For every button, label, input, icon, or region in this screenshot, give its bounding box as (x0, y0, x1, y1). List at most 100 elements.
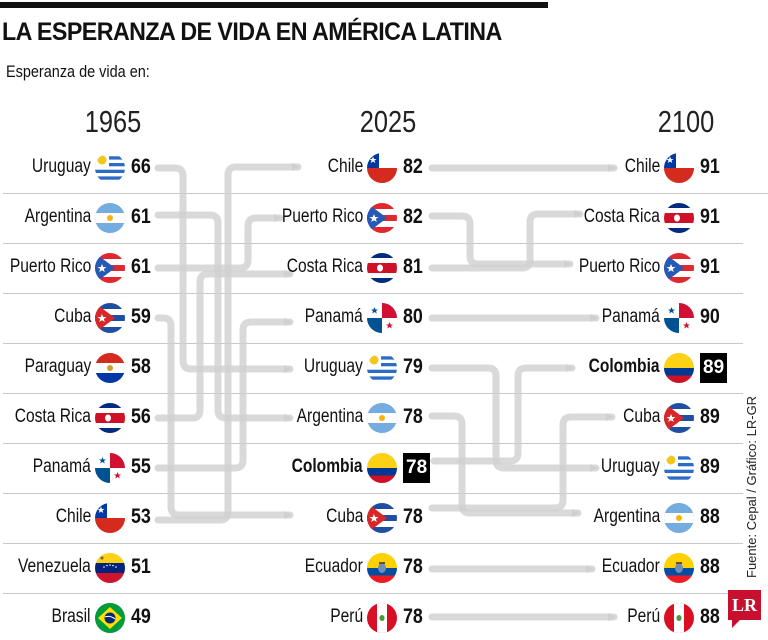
country-name: Puerto Rico (578, 256, 660, 277)
life-expectancy-value: 78 (403, 405, 423, 428)
entry-2025-uruguay: Uruguay 79 (0, 353, 437, 383)
argentina-flag-icon (367, 403, 397, 433)
flow-costarica-2025-2100 (428, 210, 584, 272)
flow-puertorico-2025-2100 (428, 212, 574, 268)
country-name: Costa Rica (286, 256, 363, 277)
cuba-flag-icon (367, 503, 397, 533)
row-divider (3, 493, 743, 494)
country-name: Cuba (53, 306, 91, 327)
country-name: Costa Rica (583, 206, 660, 227)
entry-2025-puerto-rico: Puerto Rico 82 (0, 203, 437, 233)
entry-2100-costa-rica: Costa Rica 91 (0, 203, 734, 233)
country-name: Uruguay (32, 156, 91, 177)
country-name: Argentina (24, 206, 91, 227)
ecuador-flag-icon (664, 553, 694, 583)
country-name: Argentina (296, 406, 363, 427)
country-name: Costa Rica (14, 406, 91, 427)
entry-2025-argentina: Argentina 78 (0, 403, 437, 433)
life-expectancy-value: 61 (131, 255, 151, 278)
country-name: Uruguay (304, 356, 363, 377)
chile-flag-icon (664, 153, 694, 183)
flow-panama-1965-2025 (154, 318, 294, 472)
country-name: Cuba (622, 406, 660, 427)
entry-1965-panam-: Panamá 55 (0, 453, 165, 483)
highlighted-value: 89 (700, 353, 728, 383)
row-divider (3, 343, 743, 344)
life-expectancy-value: 80 (403, 305, 423, 328)
puerto-rico-flag-icon (664, 253, 694, 283)
costa-rica-flag-icon (95, 403, 125, 433)
flow-colombia-2025-2100 (430, 364, 576, 465)
highlighted-value: 78 (403, 453, 431, 483)
country-name: Perú (627, 606, 660, 627)
life-expectancy-value: 51 (131, 555, 151, 578)
subtitle: Esperanza de vida en: (6, 62, 150, 81)
entry-2100-per-: Perú 88 (0, 603, 734, 633)
life-expectancy-value: 49 (131, 605, 151, 628)
country-name: Brasil (52, 606, 91, 627)
entry-1965-costa-rica: Costa Rica 56 (0, 403, 165, 433)
life-expectancy-value: 53 (131, 505, 151, 528)
entry-1965-uruguay: Uruguay 66 (0, 153, 165, 183)
country-name: Chile (624, 156, 660, 177)
costa-rica-flag-icon (664, 203, 694, 233)
argentina-flag-icon (664, 503, 694, 533)
life-expectancy-value: 88 (700, 505, 720, 528)
panama-flag-icon (367, 303, 397, 333)
entry-2100-chile: Chile 91 (0, 153, 734, 183)
entry-2025-per-: Perú 78 (0, 603, 437, 633)
life-expectancy-value: 81 (403, 255, 423, 278)
life-expectancy-value: 79 (403, 355, 423, 378)
puerto-rico-flag-icon (367, 203, 397, 233)
life-expectancy-value: 89 (700, 405, 720, 428)
country-name: Chile (327, 156, 363, 177)
colombia-flag-icon (664, 353, 694, 383)
life-expectancy-value: 59 (131, 305, 151, 328)
flow-chile-1965-2025 (154, 163, 302, 524)
country-name: Panamá (32, 456, 91, 477)
row-divider (3, 393, 743, 394)
cuba-flag-icon (95, 303, 125, 333)
life-expectancy-value: 78 (403, 555, 423, 578)
source-credit: Fuente: Cepal / Gráfico: LR-GR (744, 395, 759, 578)
country-name: Argentina (593, 506, 660, 527)
row-divider (3, 243, 743, 244)
cuba-flag-icon (664, 403, 694, 433)
life-expectancy-value: 66 (131, 155, 151, 178)
row-divider (3, 593, 743, 594)
panama-flag-icon (95, 453, 125, 483)
costa-rica-flag-icon (367, 253, 397, 283)
entry-2025-cuba: Cuba 78 (0, 503, 437, 533)
entry-2100-argentina: Argentina 88 (0, 503, 734, 533)
country-name: Puerto Rico (281, 206, 363, 227)
row-divider (3, 293, 743, 294)
country-name: Chile (55, 506, 91, 527)
entry-2100-panam-: Panamá 90 (0, 303, 734, 333)
life-expectancy-value: 78 (403, 605, 423, 628)
flow-cuba-2025-2100 (428, 413, 616, 512)
venezuela-flag-icon (95, 553, 125, 583)
uruguay-flag-icon (664, 453, 694, 483)
entry-1965-argentina: Argentina 61 (0, 203, 165, 233)
flow-costarica-1965-2025 (154, 270, 294, 422)
life-expectancy-value: 91 (700, 255, 720, 278)
year-2100-header: 2100 (657, 104, 715, 139)
entry-1965-paraguay: Paraguay 58 (0, 353, 165, 383)
life-expectancy-value: 90 (700, 305, 720, 328)
entry-2100-puerto-rico: Puerto Rico 91 (0, 253, 734, 283)
entry-1965-brasil: Brasil 49 (0, 603, 165, 633)
life-expectancy-value: 61 (131, 205, 151, 228)
entry-2025-costa-rica: Costa Rica 81 (0, 253, 437, 283)
paraguay-flag-icon (95, 353, 125, 383)
life-expectancy-value: 56 (131, 405, 151, 428)
top-rule (0, 2, 548, 8)
life-expectancy-value: 58 (131, 355, 151, 378)
country-name: Ecuador (601, 556, 660, 577)
country-name: Colombia (589, 356, 660, 377)
life-expectancy-value: 88 (700, 605, 720, 628)
peru-flag-icon (367, 603, 397, 633)
entry-2100-colombia: Colombia 89 (0, 353, 734, 383)
country-name: Perú (330, 606, 363, 627)
country-name: Uruguay (601, 456, 660, 477)
